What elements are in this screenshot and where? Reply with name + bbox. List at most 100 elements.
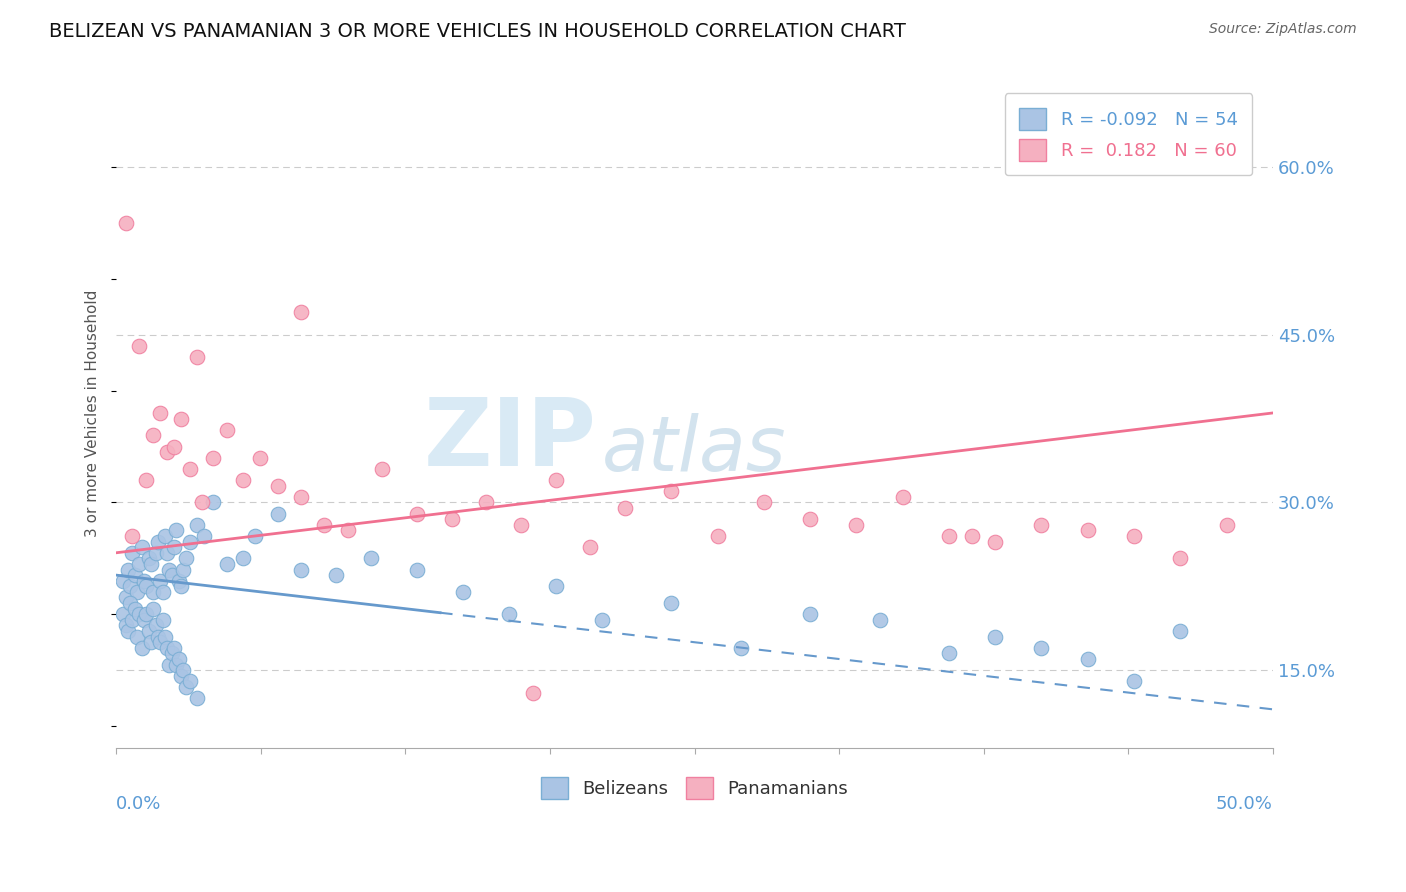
- Point: [135, 473, 157, 487]
- Point: [117, 624, 139, 638]
- Point: [451, 585, 474, 599]
- Point: [152, 613, 174, 627]
- Point: [170, 669, 193, 683]
- Point: [217, 557, 239, 571]
- Point: [193, 529, 215, 543]
- Point: [314, 517, 336, 532]
- Text: 50.0%: 50.0%: [1216, 796, 1272, 814]
- Point: [522, 685, 544, 699]
- Point: [232, 473, 254, 487]
- Point: [179, 674, 201, 689]
- Point: [124, 568, 146, 582]
- Point: [114, 591, 136, 605]
- Point: [131, 640, 153, 655]
- Point: [128, 557, 150, 571]
- Point: [217, 423, 239, 437]
- Point: [153, 630, 176, 644]
- Point: [591, 613, 613, 627]
- Point: [406, 562, 429, 576]
- Point: [579, 540, 602, 554]
- Point: [132, 613, 155, 627]
- Point: [149, 406, 172, 420]
- Point: [172, 562, 194, 576]
- Point: [146, 534, 169, 549]
- Point: [152, 585, 174, 599]
- Point: [112, 574, 135, 588]
- Point: [290, 490, 312, 504]
- Point: [135, 579, 157, 593]
- Y-axis label: 3 or more Vehicles in Household: 3 or more Vehicles in Household: [86, 289, 100, 537]
- Point: [149, 574, 172, 588]
- Point: [1123, 674, 1146, 689]
- Point: [127, 585, 149, 599]
- Point: [267, 478, 290, 492]
- Point: [730, 640, 752, 655]
- Text: ZIP: ZIP: [423, 393, 596, 486]
- Point: [132, 574, 155, 588]
- Point: [191, 495, 214, 509]
- Text: 0.0%: 0.0%: [117, 796, 162, 814]
- Point: [112, 607, 135, 622]
- Point: [661, 484, 683, 499]
- Point: [142, 428, 165, 442]
- Point: [544, 579, 567, 593]
- Point: [498, 607, 520, 622]
- Legend: Belizeans, Panamanians: Belizeans, Panamanians: [533, 770, 856, 806]
- Point: [325, 568, 347, 582]
- Point: [267, 507, 290, 521]
- Point: [114, 618, 136, 632]
- Point: [124, 601, 146, 615]
- Point: [135, 607, 157, 622]
- Point: [1215, 517, 1237, 532]
- Point: [117, 562, 139, 576]
- Point: [114, 216, 136, 230]
- Point: [170, 411, 193, 425]
- Point: [172, 663, 194, 677]
- Point: [121, 529, 143, 543]
- Point: [138, 624, 160, 638]
- Point: [179, 462, 201, 476]
- Point: [159, 657, 181, 672]
- Point: [186, 517, 208, 532]
- Point: [131, 540, 153, 554]
- Point: [127, 630, 149, 644]
- Point: [752, 495, 775, 509]
- Text: BELIZEAN VS PANAMANIAN 3 OR MORE VEHICLES IN HOUSEHOLD CORRELATION CHART: BELIZEAN VS PANAMANIAN 3 OR MORE VEHICLE…: [49, 22, 905, 41]
- Point: [202, 495, 225, 509]
- Point: [163, 540, 186, 554]
- Point: [232, 551, 254, 566]
- Point: [661, 596, 683, 610]
- Point: [120, 579, 142, 593]
- Point: [160, 568, 183, 582]
- Point: [249, 450, 271, 465]
- Point: [165, 657, 187, 672]
- Point: [121, 546, 143, 560]
- Text: atlas: atlas: [602, 413, 786, 487]
- Point: [145, 546, 167, 560]
- Point: [163, 640, 186, 655]
- Point: [138, 551, 160, 566]
- Point: [139, 635, 162, 649]
- Point: [938, 529, 960, 543]
- Point: [243, 529, 266, 543]
- Point: [167, 574, 190, 588]
- Point: [290, 305, 312, 319]
- Point: [1077, 524, 1099, 538]
- Point: [128, 339, 150, 353]
- Point: [153, 529, 176, 543]
- Text: Source: ZipAtlas.com: Source: ZipAtlas.com: [1209, 22, 1357, 37]
- Point: [128, 607, 150, 622]
- Point: [142, 601, 165, 615]
- Point: [165, 524, 187, 538]
- Point: [290, 562, 312, 576]
- Point: [336, 524, 359, 538]
- Point: [706, 529, 728, 543]
- Point: [360, 551, 382, 566]
- Point: [614, 501, 637, 516]
- Point: [938, 647, 960, 661]
- Point: [371, 462, 394, 476]
- Point: [406, 507, 429, 521]
- Point: [1031, 640, 1053, 655]
- Point: [799, 607, 821, 622]
- Point: [891, 490, 914, 504]
